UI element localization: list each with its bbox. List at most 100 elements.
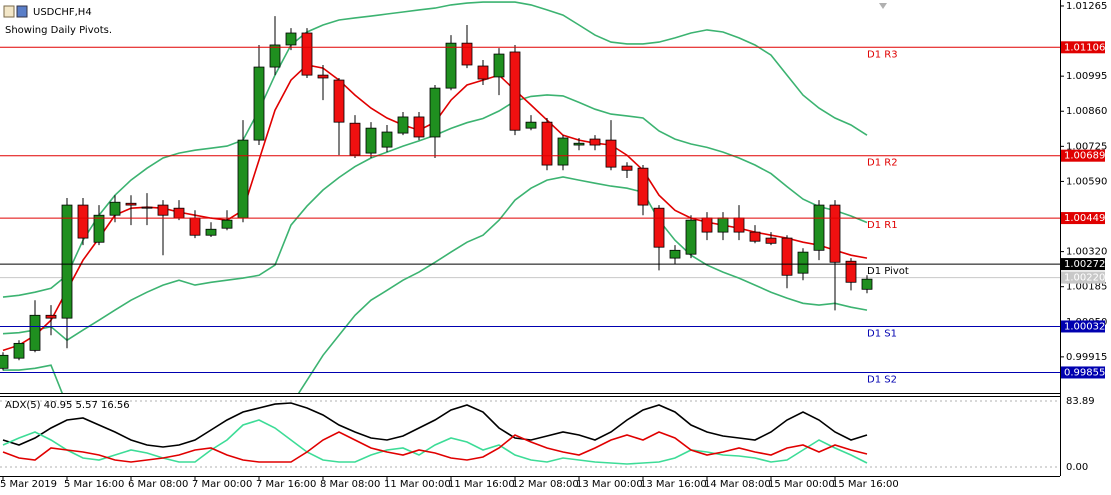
candle-body bbox=[109, 201, 121, 216]
candle-body bbox=[317, 74, 329, 79]
candle-body bbox=[205, 228, 217, 236]
candle-body bbox=[461, 42, 473, 66]
x-tick-label: 12 Mar 08:00 bbox=[512, 479, 579, 490]
pivot-name: D1 Pivot bbox=[867, 266, 909, 277]
indicator-line bbox=[3, 176, 868, 393]
candle-body bbox=[29, 314, 41, 351]
pivot-label-box bbox=[1061, 366, 1105, 379]
y-tick-label: 1.00860 bbox=[1066, 106, 1107, 117]
candle-body bbox=[429, 87, 441, 138]
x-tick-label: 11 Mar 00:00 bbox=[384, 479, 451, 490]
candle-body bbox=[845, 260, 857, 283]
indicator-line bbox=[2, 419, 868, 465]
pivot-name: D1 S2 bbox=[867, 374, 897, 385]
y-tick-label: 1.01265 bbox=[1066, 1, 1107, 12]
candle-body bbox=[861, 278, 873, 290]
pivot-label-box bbox=[1061, 212, 1105, 225]
pivot-label: 1.00689 bbox=[1064, 151, 1105, 162]
icon bbox=[3, 5, 15, 18]
candle-body bbox=[397, 116, 409, 134]
candle-body bbox=[45, 314, 57, 319]
candle-body bbox=[237, 139, 249, 219]
pivot-label-box bbox=[1061, 41, 1105, 54]
indicator-line bbox=[2, 402, 868, 448]
pivot-label: 0.99855 bbox=[1064, 367, 1105, 378]
bid-label: 1.00220 bbox=[1064, 273, 1105, 284]
candle-body bbox=[221, 219, 233, 229]
x-tick-label: 11 Mar 16:00 bbox=[448, 479, 515, 490]
x-tick-label: 13 Mar 16:00 bbox=[640, 479, 707, 490]
x-tick-label: 13 Mar 00:00 bbox=[576, 479, 643, 490]
candle-body bbox=[493, 53, 505, 78]
x-tick-label: 14 Mar 08:00 bbox=[704, 479, 771, 490]
candle-body bbox=[637, 167, 649, 206]
x-tick-label: 7 Mar 16:00 bbox=[256, 479, 316, 490]
x-tick-label: 15 Mar 16:00 bbox=[832, 479, 899, 490]
indicator-line bbox=[2, 1, 868, 298]
chart-subtitle: Showing Daily Pivots. bbox=[5, 25, 112, 36]
candle-body bbox=[621, 165, 633, 171]
candle-body bbox=[525, 121, 537, 129]
pivot-label: 1.00449 bbox=[1064, 213, 1105, 224]
candle-body bbox=[93, 214, 105, 243]
pivot-label-box bbox=[1061, 320, 1105, 333]
x-tick-label: 15 Mar 00:00 bbox=[768, 479, 835, 490]
toolbar-icons bbox=[3, 5, 28, 18]
y-tick-label: 1.00995 bbox=[1066, 71, 1107, 82]
pivot-label: 1.00272 bbox=[1064, 259, 1105, 270]
candle-body bbox=[477, 65, 489, 80]
chart-title: USDCHF,H4 bbox=[33, 7, 92, 18]
x-tick-label: 5 Mar 16:00 bbox=[64, 479, 124, 490]
x-tick-label: 8 Mar 08:00 bbox=[320, 479, 380, 490]
y-tick-label: 1.00185 bbox=[1066, 282, 1107, 293]
pivot-label: 1.00032 bbox=[1064, 321, 1105, 332]
candle-body bbox=[125, 202, 137, 206]
candle-body bbox=[573, 142, 585, 146]
indicator-title: ADX(5) 40.95 5.57 16.56 bbox=[5, 400, 130, 411]
candle-body bbox=[333, 79, 345, 123]
pivot-label-box bbox=[1061, 149, 1105, 162]
candle-body bbox=[269, 44, 281, 68]
y-tick-label: 0.99915 bbox=[1066, 352, 1107, 363]
pivot-name: D1 S1 bbox=[867, 328, 897, 339]
y-tick-label: 1.00320 bbox=[1066, 247, 1107, 258]
candle-body bbox=[813, 204, 825, 251]
candle-body bbox=[413, 116, 425, 138]
candle-body bbox=[765, 237, 777, 244]
candle-body bbox=[189, 217, 201, 236]
candle-body bbox=[717, 217, 729, 233]
candle-body bbox=[781, 237, 793, 276]
candle-body bbox=[557, 137, 569, 166]
y-tick-label: 83.89 bbox=[1066, 396, 1095, 407]
candle-body bbox=[605, 139, 617, 168]
pivot-name: D1 R1 bbox=[867, 220, 898, 231]
candle-body bbox=[141, 206, 153, 209]
icon bbox=[16, 5, 28, 18]
candle-body bbox=[509, 51, 521, 131]
candle-body bbox=[285, 32, 297, 46]
candle-body bbox=[829, 204, 841, 263]
candle-body bbox=[733, 217, 745, 233]
adx-plot bbox=[0, 400, 1060, 468]
x-tick-label: 5 Mar 2019 bbox=[0, 479, 57, 490]
candle-body bbox=[365, 127, 377, 154]
candle-body bbox=[349, 122, 361, 156]
candle-body bbox=[685, 219, 697, 255]
pivot-name: D1 R3 bbox=[867, 49, 898, 60]
shift-marker bbox=[879, 3, 887, 9]
candle-body bbox=[0, 354, 9, 369]
pivot-label: 1.01106 bbox=[1064, 42, 1105, 53]
y-tick-label: 1.00725 bbox=[1066, 141, 1107, 152]
bid-label-box bbox=[1061, 271, 1105, 284]
candle-body bbox=[13, 342, 25, 359]
candle-body bbox=[669, 249, 681, 259]
candle-body bbox=[381, 131, 393, 148]
candle-body bbox=[157, 204, 169, 216]
candle-body bbox=[445, 42, 457, 89]
candle-body bbox=[301, 32, 313, 76]
y-tick-label: 0.00 bbox=[1066, 462, 1088, 473]
